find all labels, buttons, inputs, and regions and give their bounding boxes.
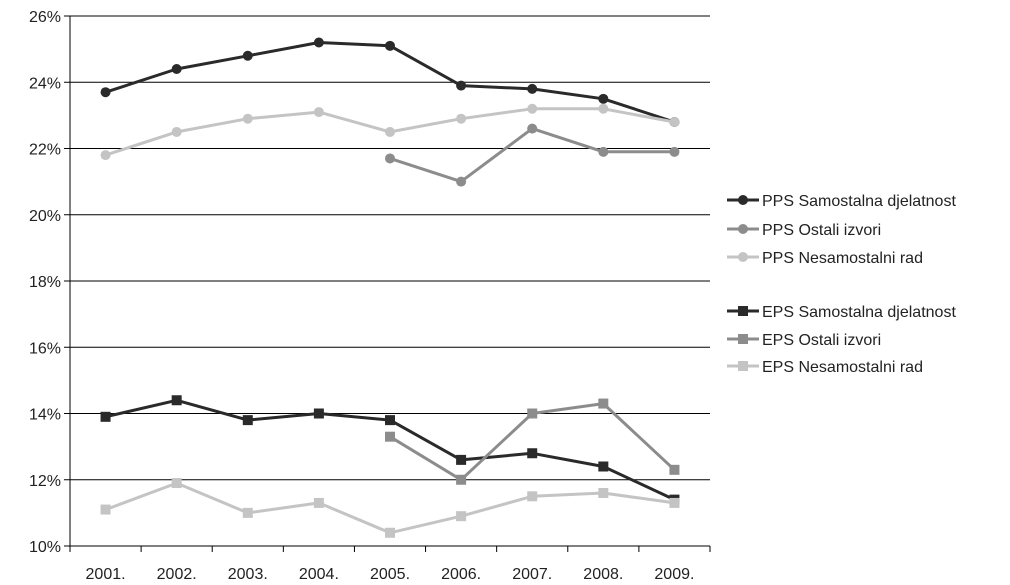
y-tick-label: 18% xyxy=(29,274,61,291)
data-point xyxy=(171,126,182,137)
y-tick-label: 22% xyxy=(29,142,61,159)
legend-label: PPS Ostali izvori xyxy=(762,222,881,239)
legend-item-1: PPS Ostali izvori xyxy=(727,222,881,239)
legend-item-3: EPS Samostalna djelatnost xyxy=(727,304,956,321)
data-point xyxy=(313,107,324,118)
legend-label: EPS Ostali izvori xyxy=(762,332,881,349)
legend-label: PPS Nesamostalni rad xyxy=(762,250,923,267)
x-tick-label: 2007. xyxy=(512,566,552,583)
data-point xyxy=(100,87,111,98)
x-tick-label: 2001. xyxy=(86,566,126,583)
data-point xyxy=(527,448,538,459)
x-tick-label: 2009. xyxy=(654,566,694,583)
data-point xyxy=(527,123,538,134)
data-point xyxy=(385,431,395,442)
x-tick-label: 2002. xyxy=(157,566,197,583)
data-point xyxy=(385,126,395,137)
data-point xyxy=(313,408,324,419)
data-point xyxy=(456,454,467,465)
data-point xyxy=(669,464,680,475)
legend: PPS Samostalna djelatnost PPS Ostali izvo… xyxy=(727,193,956,376)
data-point xyxy=(385,527,395,538)
series-4 xyxy=(385,398,680,485)
data-point xyxy=(313,497,324,508)
legend-marker xyxy=(738,224,748,234)
legend-marker xyxy=(738,334,748,344)
data-point xyxy=(669,497,680,508)
gridlines xyxy=(70,15,710,481)
series-group xyxy=(100,37,680,538)
data-point xyxy=(456,474,467,485)
x-tick-label: 2004. xyxy=(299,566,339,583)
series-2 xyxy=(100,103,680,161)
y-tick-label: 14% xyxy=(29,407,61,424)
y-tick-label: 12% xyxy=(29,473,61,490)
series-line xyxy=(105,481,675,535)
data-point xyxy=(527,103,538,114)
data-point xyxy=(598,103,609,114)
data-point xyxy=(527,83,538,94)
data-point xyxy=(598,488,609,498)
data-point xyxy=(100,150,111,161)
y-tick-label: 26% xyxy=(29,9,61,26)
data-point xyxy=(313,37,324,48)
y-axis-ticks: 10% 12% 14% 16% 18% 20% 22% 24% 26% xyxy=(29,9,70,556)
series-5 xyxy=(100,478,680,538)
data-point xyxy=(456,80,467,91)
legend-marker xyxy=(738,252,748,262)
data-point xyxy=(385,153,395,164)
series-line xyxy=(389,127,675,184)
x-axis-ticks: 2001. 2002. 2003. 2004. 2005. 2006. 2007. 2008.… xyxy=(69,546,711,583)
legend-item-2: PPS Nesamostalni rad xyxy=(727,250,923,267)
data-point xyxy=(242,113,253,124)
legend-marker xyxy=(738,306,748,316)
data-point xyxy=(242,50,253,61)
data-point xyxy=(669,117,680,127)
legend-item-4: EPS Ostali izvori xyxy=(727,332,881,349)
x-tick-label: 2003. xyxy=(228,566,268,583)
x-tick-label: 2008. xyxy=(583,566,623,583)
legend-item-0: PPS Samostalna djelatnost xyxy=(727,193,956,210)
y-tick-label: 24% xyxy=(29,75,61,92)
legend-marker xyxy=(738,361,748,371)
data-point xyxy=(598,93,609,104)
x-tick-label: 2006. xyxy=(441,566,481,583)
data-point xyxy=(171,64,182,74)
y-tick-label: 20% xyxy=(29,208,61,225)
legend-label: EPS Nesamostalni rad xyxy=(762,359,923,376)
data-point xyxy=(456,113,467,124)
data-point xyxy=(598,146,609,157)
data-point xyxy=(100,411,111,422)
legend-label: EPS Samostalna djelatnost xyxy=(762,304,956,321)
legend-marker xyxy=(738,195,748,205)
data-point xyxy=(456,176,467,187)
series-3 xyxy=(100,395,680,505)
data-point xyxy=(242,507,253,518)
data-point xyxy=(527,408,538,419)
data-point xyxy=(100,504,111,515)
legend-label: PPS Samostalna djelatnost xyxy=(762,193,956,210)
data-point xyxy=(598,461,609,472)
series-1 xyxy=(385,123,680,187)
data-point xyxy=(456,511,467,522)
data-point xyxy=(242,415,253,426)
data-point xyxy=(598,398,609,409)
x-tick-label: 2005. xyxy=(370,566,410,583)
y-tick-label: 10% xyxy=(29,539,61,556)
data-point xyxy=(385,40,395,51)
data-point xyxy=(171,478,182,489)
data-point xyxy=(385,415,395,426)
legend-item-5: EPS Nesamostalni rad xyxy=(727,359,923,376)
data-point xyxy=(669,146,680,157)
data-point xyxy=(527,491,538,502)
data-point xyxy=(171,395,182,406)
y-tick-label: 16% xyxy=(29,340,61,357)
